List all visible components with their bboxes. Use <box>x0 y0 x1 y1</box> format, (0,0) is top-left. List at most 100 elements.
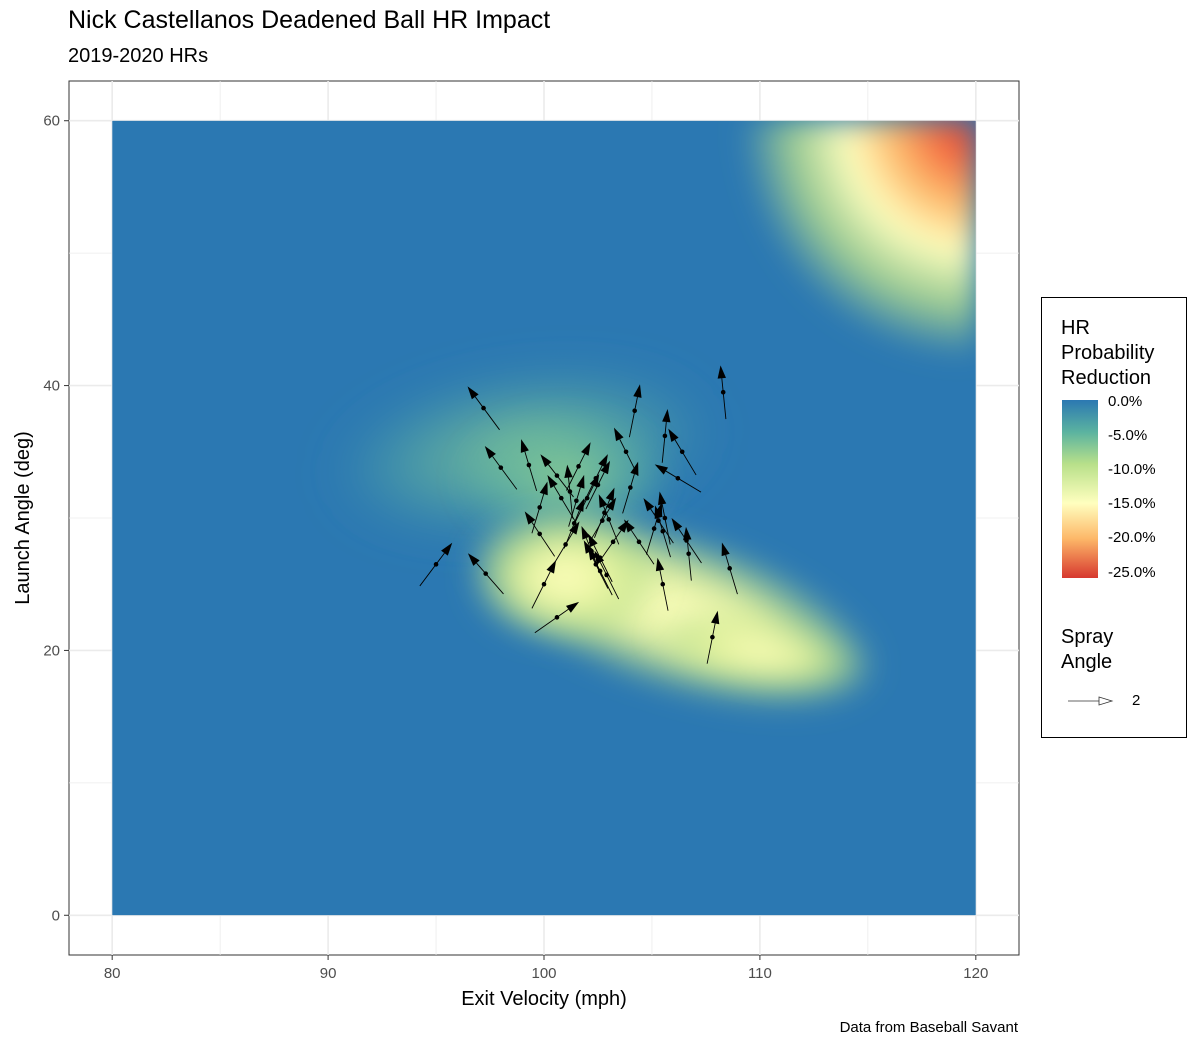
hr-point <box>662 515 668 521</box>
arrow-head <box>540 454 552 468</box>
arrow-head <box>617 519 629 533</box>
y-axis-title: Launch Angle (deg) <box>12 431 34 604</box>
arrow-head <box>575 498 585 512</box>
hr-point <box>610 539 616 545</box>
spray-arrow <box>524 511 556 557</box>
x-tick-label: 120 <box>963 965 988 982</box>
spray-arrow <box>419 542 453 587</box>
x-tick-label: 90 <box>320 965 337 982</box>
y-tick-label: 60 <box>43 113 60 130</box>
arrow-head <box>576 474 585 489</box>
spray-arrows <box>419 365 738 664</box>
hr-point <box>483 571 489 576</box>
fill-legend-tick: -25.0% <box>1108 564 1156 581</box>
x-tick-label: 110 <box>748 965 772 982</box>
arrow-head <box>588 533 598 548</box>
spray-arrow <box>654 505 671 558</box>
arrow-head <box>467 386 479 400</box>
spray-arrow <box>668 428 697 476</box>
spray-arrow <box>594 550 620 600</box>
fill-legend-title: HR Probability Reduction <box>1061 317 1155 389</box>
legend: HR Probability Reduction 0.0% -5.0% -10.… <box>1041 297 1187 738</box>
hr-point <box>597 568 603 574</box>
arrow-legend-label: 2 <box>1132 692 1141 709</box>
hr-point <box>660 528 666 534</box>
hr-point <box>662 433 668 439</box>
arrow-head <box>594 550 605 565</box>
arrow-head <box>654 505 663 520</box>
hr-point <box>727 566 732 571</box>
hr-point <box>537 531 542 537</box>
spray-arrow <box>717 365 727 420</box>
arrow-head <box>671 518 683 532</box>
fill-legend-tick: -20.0% <box>1108 529 1156 546</box>
arrow-head <box>467 553 480 566</box>
spray-arrow <box>520 439 538 492</box>
hr-point <box>558 495 564 501</box>
hr-point <box>554 615 560 620</box>
hr-point <box>599 518 605 523</box>
arrow-legend-title: Spray Angle <box>1061 626 1114 673</box>
hr-point <box>660 581 666 587</box>
arrow-head <box>654 464 669 475</box>
hr-point <box>710 634 715 640</box>
y-tick-label: 20 <box>43 642 60 659</box>
arrow-head <box>539 481 548 496</box>
x-tick-label: 80 <box>104 965 121 982</box>
y-tick-label: 0 <box>52 907 60 924</box>
spray-arrow <box>658 491 671 545</box>
fill-legend-tick: -15.0% <box>1108 495 1156 512</box>
chart-title: Nick Castellanos Deadened Ball HR Impact <box>68 6 551 34</box>
arrow-head <box>613 427 624 442</box>
hr-point <box>679 449 685 455</box>
spray-arrow <box>531 560 557 609</box>
fill-colorbar <box>1062 400 1098 578</box>
fill-legend-tick: -10.0% <box>1108 461 1156 478</box>
heat-region <box>739 120 976 360</box>
hr-point <box>563 542 568 547</box>
spray-arrow <box>564 464 574 519</box>
hr-point <box>576 464 581 469</box>
arrow-head <box>633 384 642 398</box>
arrow-head <box>711 610 720 625</box>
spray-arrow <box>534 601 580 634</box>
chart-subtitle: 2019-2020 HRs <box>68 45 209 67</box>
heatmap-layer <box>112 120 976 916</box>
hr-point <box>498 465 504 470</box>
arrow-head <box>655 557 665 572</box>
hr-point <box>526 462 532 468</box>
spray-arrow <box>568 474 585 527</box>
arrow-head <box>546 560 557 574</box>
spray-arrow <box>467 553 504 595</box>
arrow-head <box>683 526 692 541</box>
hr-point <box>595 482 601 488</box>
hr-point <box>574 498 579 504</box>
y-tick-label: 40 <box>43 378 60 395</box>
arrow-head <box>668 428 679 442</box>
axes: 80 90 100 110 120 0 20 40 60 <box>43 113 988 982</box>
hr-point <box>584 495 590 501</box>
spray-arrow <box>655 557 669 611</box>
spray-arrow <box>484 445 518 490</box>
spray-arrow <box>654 464 702 493</box>
arrow-head <box>520 439 529 453</box>
arrow-head <box>658 491 667 506</box>
fill-legend-tick: 0.0% <box>1108 393 1143 410</box>
hr-point <box>636 539 642 545</box>
spray-arrow <box>628 384 642 438</box>
arrow-head <box>598 454 608 468</box>
caption: Data from Baseball Savant <box>839 1019 1018 1036</box>
arrow-head <box>588 546 598 561</box>
arrow-head <box>662 409 671 423</box>
arrow-head <box>605 487 615 502</box>
hr-point <box>604 572 609 578</box>
arrow-head <box>630 461 639 476</box>
hr-point <box>567 489 573 494</box>
arrow-head <box>547 474 558 489</box>
arrow-head <box>581 442 591 456</box>
arrow-head <box>524 511 536 525</box>
arrow-head <box>605 497 617 511</box>
spray-arrow <box>467 386 500 431</box>
arrow-head <box>600 460 611 475</box>
fill-legend-tick: -5.0% <box>1108 427 1148 444</box>
